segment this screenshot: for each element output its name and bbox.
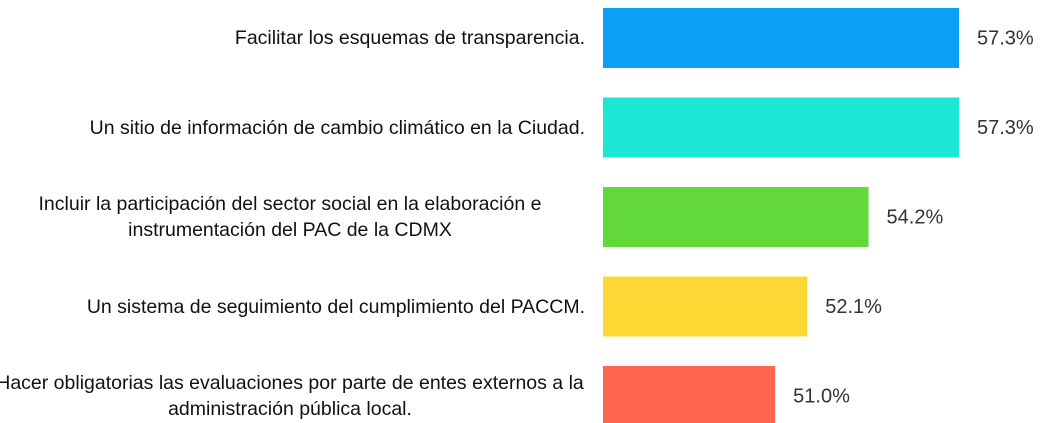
bar (603, 8, 959, 68)
category-label: Incluir la participación del sector soci… (38, 193, 542, 241)
category-label-box: Un sistema de seguimiento del cumplimien… (0, 294, 585, 320)
bar (603, 97, 959, 158)
bar (603, 366, 776, 423)
bar (603, 187, 869, 247)
value-label: 51.0% (793, 385, 850, 407)
bar (603, 276, 808, 337)
category-label-box: Un sitio de información de cambio climát… (0, 115, 585, 141)
category-label-box: Hacer obligatorias las evaluaciones por … (0, 370, 585, 422)
value-label: 57.3% (977, 27, 1034, 49)
value-label: 54.2% (887, 206, 944, 228)
value-label: 52.1% (825, 296, 882, 318)
category-label: Un sitio de información de cambio climát… (89, 116, 585, 139)
value-label: 57.3% (977, 117, 1034, 139)
category-label: Un sistema de seguimiento del cumplimien… (86, 295, 585, 318)
category-label-box: Facilitar los esquemas de transparencia. (0, 25, 585, 51)
category-label: Hacer obligatorias las evaluaciones por … (0, 372, 584, 420)
category-label-box: Incluir la participación del sector soci… (0, 191, 585, 243)
category-label: Facilitar los esquemas de transparencia. (234, 27, 585, 49)
